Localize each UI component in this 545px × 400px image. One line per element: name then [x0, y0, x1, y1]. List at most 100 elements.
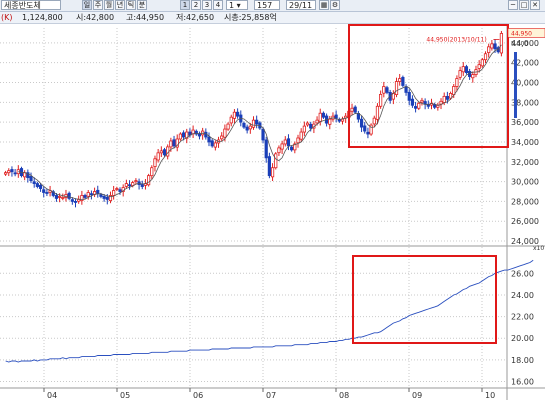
candle-body: [185, 131, 189, 139]
price-tick-label: 32,000: [511, 158, 539, 167]
candle-body: [379, 93, 383, 107]
candle-body: [134, 180, 138, 183]
candle-body: [153, 158, 157, 167]
candle-body: [131, 182, 135, 186]
candle-body: [127, 184, 132, 187]
candle-body: [38, 184, 43, 189]
price-tick-label: 38,000: [511, 98, 539, 107]
candle-body: [162, 149, 167, 156]
candle-body: [499, 33, 504, 54]
candle-body: [401, 76, 405, 86]
tab-week[interactable]: 주: [93, 0, 103, 10]
market-cap-value: 시총:25,858억: [224, 13, 277, 22]
close-icon[interactable]: ✕: [530, 0, 540, 10]
tab-day-label: 일: [83, 1, 91, 9]
candle-body: [83, 195, 87, 198]
candle-body: [483, 53, 488, 61]
candle-body: [207, 136, 211, 143]
code-tag: (K): [1, 13, 13, 22]
candle-body: [77, 199, 81, 202]
candle-body: [442, 95, 446, 103]
candle-body: [194, 130, 198, 135]
toolbar: 세종반도체 일 주 월 년 틱 분 1 2 3 4 1 ▾ 157 29/11 …: [0, 0, 545, 12]
calendar-icon[interactable]: ▦: [319, 0, 329, 10]
candle-body: [267, 156, 271, 177]
highlight-box-indicator: [352, 255, 497, 344]
price-tick-label: 28,000: [511, 197, 539, 206]
indicator-tick-label: 18.00: [511, 356, 534, 365]
period-3-button[interactable]: 3: [202, 0, 212, 10]
candle-body: [410, 98, 415, 106]
candle-body: [140, 184, 144, 187]
candle-body: [102, 196, 106, 199]
candle-body: [420, 99, 424, 103]
period-3-label: 3: [204, 1, 210, 9]
candle-body: [385, 87, 389, 93]
candle-body: [321, 112, 326, 118]
candle-body: [159, 150, 163, 154]
tab-year[interactable]: 년: [115, 0, 125, 10]
candle-body: [181, 132, 186, 138]
count-field[interactable]: 157: [254, 0, 280, 10]
stock-name-field[interactable]: 세종반도체: [1, 0, 61, 10]
high-value: 고:44,950: [126, 13, 165, 22]
time-tick-label: 10: [485, 391, 495, 400]
period-select[interactable]: 1 ▾: [226, 0, 248, 10]
candle-body: [26, 172, 30, 179]
candle-body: [417, 102, 421, 109]
open-value: 시:42,800: [76, 13, 115, 22]
date-field[interactable]: 29/11: [286, 0, 316, 10]
candle-body: [286, 138, 291, 147]
tab-minute[interactable]: 분: [137, 0, 147, 10]
low-value: 저:42,650: [176, 13, 215, 22]
candle-body: [280, 143, 284, 150]
candle-body: [42, 189, 46, 193]
price-tick-label: 26,000: [511, 217, 539, 226]
time-tick-label: 05: [120, 391, 130, 400]
candle-body: [293, 143, 297, 151]
price-tick-label: 30,000: [511, 178, 539, 187]
price-tick-label: 40,000: [511, 79, 539, 88]
tab-minute-label: 분: [138, 1, 146, 9]
candle-body: [458, 70, 462, 78]
candle-body: [220, 135, 224, 140]
quote-bar: (K) 1,124,800 시:42,800 고:44,950 저:42,650…: [0, 12, 545, 24]
period-2-button[interactable]: 2: [191, 0, 201, 10]
current-price-label: 44,950: [511, 30, 532, 37]
candle-body: [493, 43, 497, 50]
candle-body: [115, 188, 119, 190]
period-4-label: 4: [215, 1, 221, 9]
candle-body: [29, 176, 33, 182]
tab-month[interactable]: 월: [104, 0, 114, 10]
tab-tick-label: 틱: [127, 1, 135, 9]
period-4-button[interactable]: 4: [213, 0, 223, 10]
candle-body: [382, 86, 386, 94]
candle-body: [242, 122, 246, 128]
settings-icon[interactable]: ⚙: [330, 0, 340, 10]
maximize-icon[interactable]: □: [519, 0, 529, 10]
time-tick-label: 04: [47, 391, 57, 400]
candle-body: [398, 78, 402, 82]
price-axis-volume-marker: [514, 52, 517, 118]
indicator-tick-label: 22.00: [511, 313, 534, 322]
chevron-down-icon: ▾: [236, 1, 241, 10]
candle-body: [302, 125, 306, 133]
candle-body: [169, 140, 173, 148]
candle-body: [480, 59, 484, 67]
candle-body: [461, 66, 465, 73]
current-price-tag: [507, 28, 545, 38]
candle-body: [353, 106, 357, 113]
price-tick-label: 34,000: [511, 138, 539, 147]
tab-day[interactable]: 일: [82, 0, 92, 10]
candle-body: [305, 122, 310, 126]
candle-body: [10, 169, 14, 173]
minimize-icon[interactable]: ─: [508, 0, 518, 10]
period-select-value: 1: [229, 1, 235, 10]
axis-scale-label: x10: [533, 245, 544, 252]
moving-average-line: [18, 44, 502, 200]
volume-value: 1,124,800: [22, 13, 63, 22]
tab-tick[interactable]: 틱: [126, 0, 136, 10]
candle-body: [124, 183, 128, 187]
candle-body: [73, 201, 78, 203]
period-1-button[interactable]: 1: [180, 0, 190, 10]
